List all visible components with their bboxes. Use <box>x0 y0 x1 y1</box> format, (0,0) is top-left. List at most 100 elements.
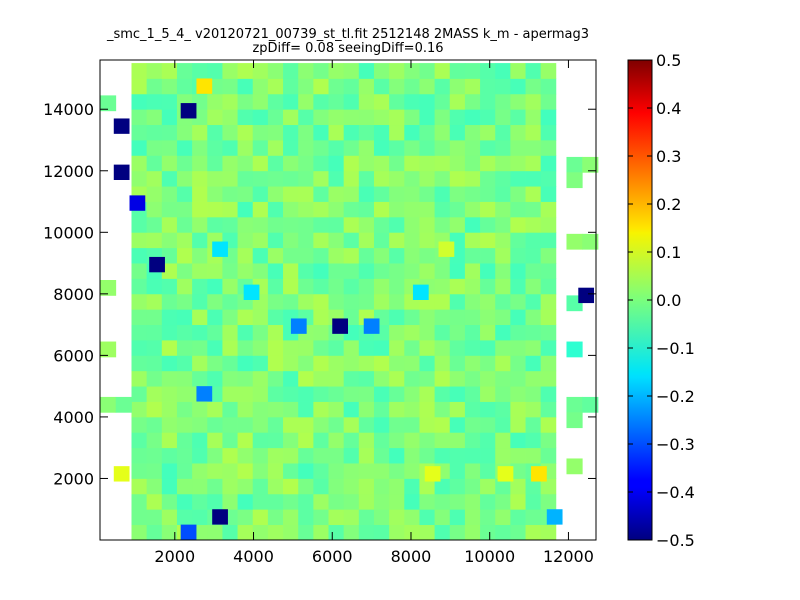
heatmap-cell <box>161 493 178 510</box>
heatmap-cell <box>283 386 299 402</box>
heatmap-cell <box>222 370 238 387</box>
heatmap-cell <box>267 186 284 202</box>
heatmap-cell <box>267 509 284 526</box>
heatmap-cell <box>328 478 345 495</box>
heatmap-cell <box>480 493 496 510</box>
heatmap-cell <box>510 324 526 341</box>
heatmap-cell <box>566 396 583 413</box>
heatmap-cell <box>434 201 451 218</box>
heatmap-cell <box>237 493 254 510</box>
heatmap-cell <box>222 216 238 233</box>
heatmap-cell <box>540 386 557 402</box>
heatmap-outlier-cell <box>212 241 228 257</box>
heatmap-cell <box>449 386 466 402</box>
heatmap-cell <box>298 186 314 202</box>
heatmap-cell <box>389 186 405 202</box>
heatmap-cell <box>464 355 481 372</box>
heatmap-cell <box>267 78 284 95</box>
heatmap-cell <box>267 63 284 79</box>
heatmap-cell <box>146 309 163 326</box>
heatmap-cell <box>358 447 375 464</box>
heatmap-cell <box>510 447 526 464</box>
heatmap-cell <box>313 63 329 79</box>
heatmap-cell <box>252 232 269 249</box>
y-tick-label: 4000 <box>53 408 94 427</box>
heatmap-cell <box>540 324 557 341</box>
heatmap-cell <box>495 386 511 402</box>
heatmap-cell <box>131 78 148 95</box>
heatmap-cell <box>480 416 496 433</box>
heatmap-cell <box>131 140 148 156</box>
heatmap-cell <box>373 463 390 479</box>
heatmap-cell <box>540 170 557 187</box>
heatmap-cell <box>283 216 299 233</box>
heatmap-cell <box>131 309 148 326</box>
heatmap-cell <box>267 401 284 418</box>
heatmap-cell <box>449 155 466 172</box>
heatmap-cell <box>449 340 466 356</box>
heatmap-cell <box>495 278 511 295</box>
heatmap-cell <box>510 140 526 156</box>
heatmap-cell <box>510 201 526 218</box>
heatmap-cell <box>343 463 360 479</box>
heatmap-cell <box>222 416 238 433</box>
heatmap-cell <box>176 309 193 326</box>
heatmap-cell <box>373 278 390 295</box>
heatmap-cell <box>343 263 360 279</box>
heatmap-cell <box>540 478 557 495</box>
heatmap-cell <box>267 524 284 541</box>
heatmap-cell <box>540 370 557 387</box>
heatmap-cell <box>252 386 269 402</box>
heatmap-cell <box>495 509 511 526</box>
heatmap-cell <box>222 140 238 156</box>
heatmap-cell <box>510 493 526 510</box>
heatmap-cell <box>525 124 542 141</box>
heatmap-cell <box>510 509 526 526</box>
heatmap-cell <box>389 524 405 541</box>
heatmap-cell <box>464 78 481 95</box>
heatmap-cell <box>222 263 238 279</box>
heatmap-cell <box>358 370 375 387</box>
heatmap-cell <box>373 63 390 79</box>
heatmap-cell <box>252 324 269 341</box>
heatmap-cell <box>510 524 526 541</box>
heatmap-cell <box>267 324 284 341</box>
heatmap-cell <box>419 509 436 526</box>
colorbar-tick-label: −0.2 <box>656 387 695 406</box>
heatmap-cell <box>480 524 496 541</box>
heatmap-cell <box>161 324 178 341</box>
y-axis: 2000 4000 6000 8000 10000 12000 14000 <box>43 100 596 488</box>
heatmap-cell <box>343 340 360 356</box>
heatmap-cell <box>358 278 375 295</box>
y-tick-label: 8000 <box>53 285 94 304</box>
heatmap-cell <box>480 386 496 402</box>
heatmap-cell <box>176 355 193 372</box>
colorbar-tick-label: 0.0 <box>656 291 681 310</box>
heatmap-cell <box>404 324 420 341</box>
heatmap-cell <box>267 201 284 218</box>
heatmap-cell <box>313 140 329 156</box>
heatmap-cell <box>389 140 405 156</box>
heatmap-cell <box>161 278 178 295</box>
heatmap-cell <box>328 524 345 541</box>
heatmap-cell <box>480 293 496 310</box>
heatmap-cell <box>434 355 451 372</box>
heatmap-cell <box>176 140 193 156</box>
heatmap-cell <box>525 293 542 310</box>
heatmap-cell <box>176 324 193 341</box>
heatmap-cell <box>176 216 193 233</box>
heatmap-cell <box>328 263 345 279</box>
heatmap-cell <box>222 463 238 479</box>
heatmap-cell <box>419 432 436 449</box>
heatmap-cell <box>267 155 284 172</box>
heatmap-cell <box>267 386 284 402</box>
heatmap-cell <box>313 278 329 295</box>
heatmap-cell <box>480 478 496 495</box>
heatmap-cell <box>434 447 451 464</box>
heatmap-cell <box>252 432 269 449</box>
heatmap-cell <box>176 370 193 387</box>
heatmap-cell <box>464 386 481 402</box>
heatmap-cell <box>389 493 405 510</box>
heatmap-cell <box>131 463 148 479</box>
heatmap-cell <box>161 370 178 387</box>
